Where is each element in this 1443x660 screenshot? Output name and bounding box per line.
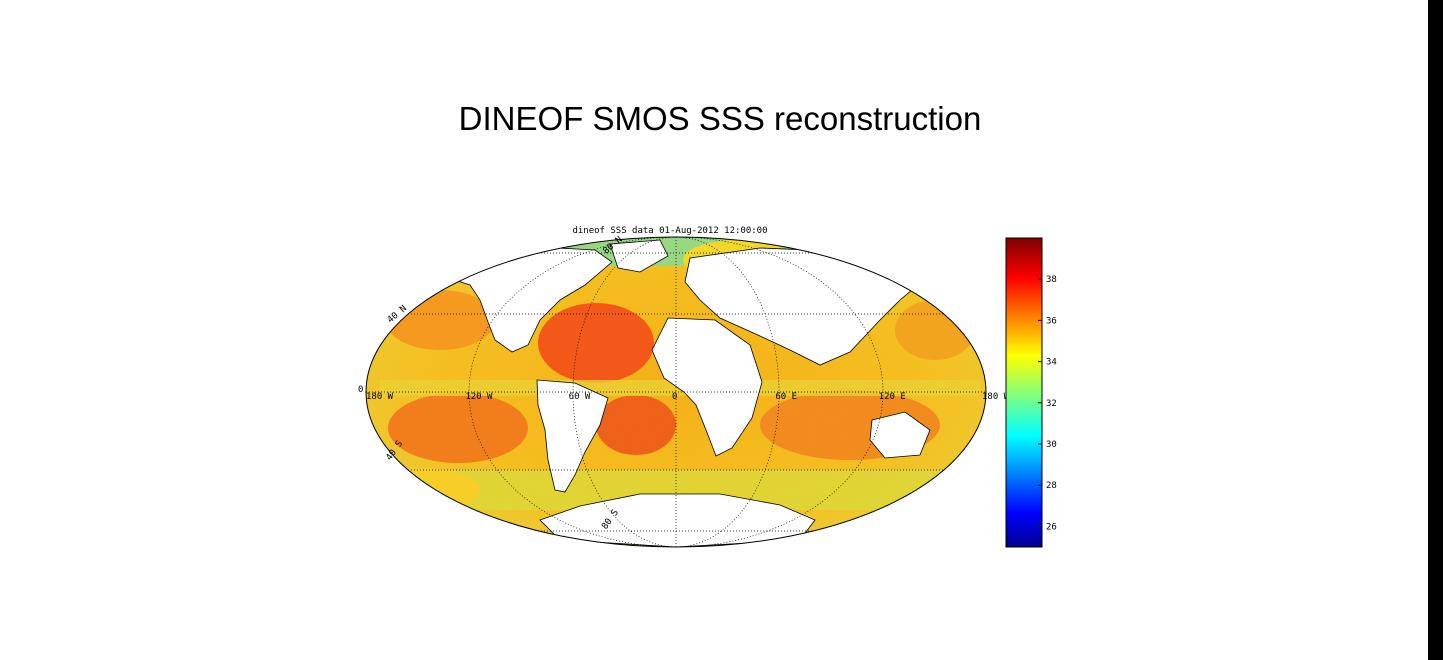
lon-label: 60 W bbox=[569, 392, 591, 402]
antarctica bbox=[539, 493, 816, 547]
map-border bbox=[365, 236, 987, 548]
lon-label: 60 E bbox=[775, 392, 797, 402]
africa bbox=[651, 317, 763, 457]
map-subtitle: dineof SSS data 01-Aug-2012 12:00:00 bbox=[572, 226, 767, 236]
colorbar-tick-label: 26 bbox=[1046, 522, 1057, 532]
right-border bbox=[1428, 0, 1443, 660]
colorbar-tick-label: 34 bbox=[1046, 358, 1057, 368]
lon-label: 180 W bbox=[366, 392, 394, 402]
lat-label: 0 bbox=[358, 385, 363, 395]
graticule bbox=[366, 237, 986, 547]
colorbar-ticks: 26 28 30 32 34 36 38 bbox=[1038, 275, 1057, 532]
south-america bbox=[536, 379, 609, 493]
colorbar-tick-label: 30 bbox=[1046, 440, 1057, 450]
colorbar-tick-label: 38 bbox=[1046, 275, 1057, 285]
ocean-field bbox=[366, 237, 986, 547]
greenland bbox=[609, 239, 669, 273]
australia bbox=[869, 411, 931, 459]
lon-label: 0 bbox=[672, 392, 677, 402]
lon-label: 120 E bbox=[879, 392, 906, 402]
longitude-labels: 180 W 120 W 60 W 0 60 E 120 E 180 W bbox=[366, 392, 1010, 402]
slide-title: DINEOF SMOS SSS reconstruction bbox=[458, 100, 982, 137]
lon-label: 180 W bbox=[982, 392, 1010, 402]
lon-label: 120 W bbox=[465, 392, 493, 402]
meridian-120 bbox=[468, 237, 884, 547]
colorbar bbox=[1005, 237, 1043, 548]
meridian-60 bbox=[572, 237, 780, 547]
colorbar-tick-label: 28 bbox=[1046, 481, 1057, 491]
colorbar-tick-label: 32 bbox=[1046, 399, 1057, 409]
colorbar-tick-label: 36 bbox=[1046, 316, 1057, 326]
